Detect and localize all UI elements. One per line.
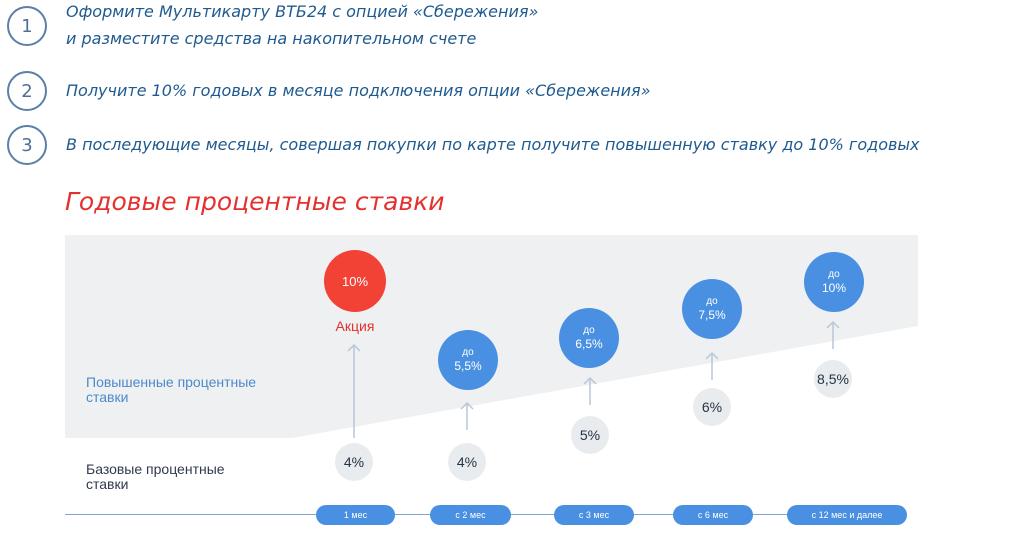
base-rate-3m: 5% — [571, 416, 609, 454]
raised-rate-value: 6,5% — [575, 336, 603, 351]
raised-rate-value: 7,5% — [698, 307, 726, 322]
step-2-text: Получите 10% годовых в месяце подключени… — [66, 81, 651, 100]
rates-heading: Годовые процентные ставки — [65, 187, 445, 216]
step-number-2: 2 — [7, 71, 47, 111]
promo-rate-value: 10% — [341, 273, 369, 289]
step-number-3: 3 — [7, 125, 47, 165]
raised-rate-bubble-12m: до 10% — [804, 252, 864, 312]
raised-rate-value: 10% — [821, 280, 847, 295]
raised-rate-prefix: до — [583, 324, 595, 336]
raised-rate-bubble-3m: до 6,5% — [559, 308, 619, 368]
period-pill-3m: с 3 мес — [554, 505, 634, 525]
step-number-1: 1 — [7, 6, 47, 46]
raised-rates-label-line-2: ставки — [86, 389, 129, 405]
promo-rate-bubble: 10% — [324, 250, 386, 312]
base-rates-label-line-1: Базовые процентные — [86, 461, 225, 477]
step-1-line-2: и разместите средства на накопительном с… — [66, 29, 477, 48]
promo-label: Акция — [335, 318, 375, 334]
period-pill-12m: с 12 мес и далее — [787, 505, 907, 525]
raised-rate-value: 5,5% — [454, 358, 482, 373]
raised-rates-label: Повышенные процентные ставки — [86, 375, 256, 405]
raised-rate-bubble-2m: до 5,5% — [438, 330, 498, 390]
base-rates-label-line-2: ставки — [86, 476, 129, 492]
raised-rate-prefix: до — [462, 346, 474, 358]
base-rate-2m: 4% — [448, 443, 486, 481]
base-rate-1m: 4% — [335, 443, 373, 481]
period-pill-1m: 1 мес — [316, 505, 395, 525]
base-rates-label: Базовые процентные ставки — [86, 462, 225, 492]
period-pill-6m: с 6 мес — [673, 505, 753, 525]
base-rate-12m: 8,5% — [814, 360, 852, 398]
raised-rate-prefix: до — [706, 295, 718, 307]
step-1-line-1: Оформите Мультикарту ВТБ24 с опцией «Сбе… — [66, 2, 539, 21]
raised-rate-prefix: до — [828, 268, 840, 280]
step-3-text: В последующие месяцы, совершая покупки п… — [66, 135, 920, 154]
raised-rates-label-line-1: Повышенные процентные — [86, 374, 257, 390]
period-pill-2m: с 2 мес — [430, 505, 511, 525]
raised-rate-bubble-6m: до 7,5% — [682, 279, 742, 339]
base-rate-6m: 6% — [693, 388, 731, 426]
